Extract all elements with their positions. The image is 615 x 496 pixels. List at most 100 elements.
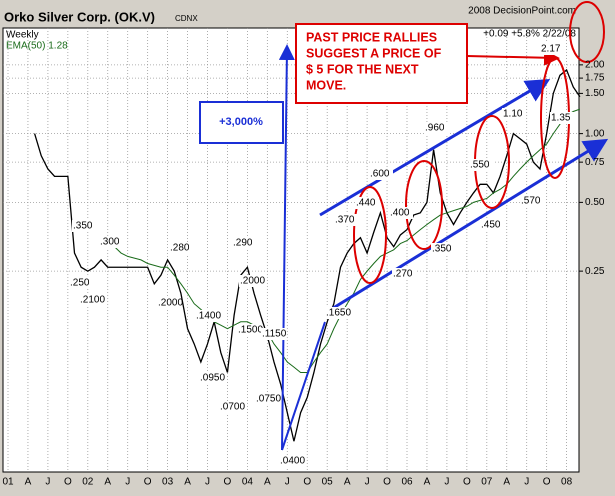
exchange: CDNX <box>175 14 198 23</box>
x-tick-label: J <box>444 477 449 488</box>
x-tick-label: A <box>344 477 351 488</box>
label-bg <box>279 455 303 467</box>
x-tick-label: 05 <box>322 477 334 488</box>
y-tick-label: 0.75 <box>585 157 605 168</box>
price-label: 1.10 <box>503 109 523 120</box>
x-tick-label: J <box>205 477 210 488</box>
label-bg <box>424 122 448 134</box>
x-tick-label: 02 <box>82 477 94 488</box>
label-bg <box>237 324 261 336</box>
y-tick-label: 1.50 <box>585 88 605 99</box>
x-tick-label: J <box>365 477 370 488</box>
label-bg <box>369 168 393 180</box>
label-bg <box>195 310 219 322</box>
label-bg <box>325 307 349 319</box>
price-labels: .350 .250 .2100 .300 .280 .2000 .1400 .0950 .290… <box>69 43 574 467</box>
x-tick-label: J <box>524 477 529 488</box>
label-bg <box>239 275 263 287</box>
label-bg <box>550 112 574 124</box>
y-tick-label: 2.00 <box>585 59 605 70</box>
price-label: .1500 <box>238 325 263 336</box>
price-label: .280 <box>170 243 190 254</box>
label-bg <box>199 372 223 384</box>
x-tick-label: O <box>463 477 471 488</box>
target-callout: PAST PRICE RALLIES SUGGEST A PRICE OF $ 5 … <box>306 30 442 92</box>
y-tick-label: 1.75 <box>585 73 605 84</box>
x-tick-label: J <box>285 477 290 488</box>
price-label: .960 <box>425 123 445 134</box>
price-label: .350 <box>432 244 452 255</box>
change-text: +0.09 +5.8% 2/22/08 <box>483 29 576 40</box>
label-bg <box>334 214 358 226</box>
price-label: .400 <box>390 208 410 219</box>
x-tick-label: 06 <box>401 477 413 488</box>
price-label: .1150 <box>262 329 287 340</box>
x-tick-label: O <box>383 477 391 488</box>
label-bg <box>389 207 413 219</box>
label-bg <box>79 294 103 306</box>
x-tick-label: 03 <box>162 477 174 488</box>
target-line: $ 5 FOR THE NEXT <box>306 62 419 76</box>
price-label: .0750 <box>256 394 281 405</box>
price-label: .290 <box>233 238 253 249</box>
x-tick-label: 08 <box>561 477 573 488</box>
price-label: 1.35 <box>551 113 571 124</box>
label-bg <box>520 195 544 207</box>
x-tick-label: O <box>543 477 551 488</box>
label-bg <box>392 268 416 280</box>
legend-weekly: Weekly <box>6 30 39 41</box>
x-tick-label: A <box>184 477 191 488</box>
label-bg <box>255 393 279 405</box>
price-label: .2000 <box>158 298 183 309</box>
x-tick-label: 01 <box>2 477 14 488</box>
price-label: .1650 <box>326 308 351 319</box>
price-label: .2000 <box>240 276 265 287</box>
price-label: .250 <box>70 278 90 289</box>
price-label: .300 <box>100 237 120 248</box>
target-line: PAST PRICE RALLIES <box>306 30 437 44</box>
price-label: .1400 <box>196 311 221 322</box>
label-bg <box>431 243 455 255</box>
label-bg <box>540 43 564 55</box>
label-bg <box>355 197 379 209</box>
label-bg <box>157 297 181 309</box>
label-bg <box>232 237 256 249</box>
x-tick-label: A <box>424 477 431 488</box>
plot-area <box>2 27 580 473</box>
price-label: .2100 <box>80 295 105 306</box>
x-tick-label: J <box>45 477 50 488</box>
y-tick-label: 0.25 <box>585 266 605 277</box>
label-bg <box>219 401 243 413</box>
price-label: .550 <box>470 160 490 171</box>
price-label: .270 <box>393 269 413 280</box>
label-bg <box>469 159 493 171</box>
x-tick-label: O <box>144 477 152 488</box>
y-tick-label: 0.50 <box>585 197 605 208</box>
x-tick-label: J <box>125 477 130 488</box>
label-bg <box>69 277 93 289</box>
price-label: .600 <box>370 169 390 180</box>
label-bg <box>169 242 193 254</box>
y-tick-label: 1.00 <box>585 128 605 139</box>
price-line <box>33 68 581 442</box>
price-label: .0400 <box>280 456 305 467</box>
label-bg <box>261 328 285 340</box>
source: 2008 DecisionPoint.com <box>468 6 576 17</box>
legend-ema: EMA(50) 1.28 <box>6 41 68 52</box>
price-label: .370 <box>335 215 355 226</box>
gain-box <box>199 101 284 144</box>
x-tick-label: A <box>264 477 271 488</box>
target-line: SUGGEST A PRICE OF <box>306 46 442 60</box>
price-label: .0950 <box>200 373 225 384</box>
gain-callout: +3,000% <box>219 116 263 128</box>
price-label: 2.17 <box>541 44 561 55</box>
price-label: .440 <box>356 198 376 209</box>
price-label: .0700 <box>220 402 245 413</box>
rally-circles <box>353 1 605 284</box>
target-line: MOVE. <box>306 78 346 92</box>
channel <box>278 44 609 451</box>
target-box <box>295 23 468 104</box>
x-tick-label: 07 <box>481 477 493 488</box>
x-tick-label: 04 <box>242 477 254 488</box>
